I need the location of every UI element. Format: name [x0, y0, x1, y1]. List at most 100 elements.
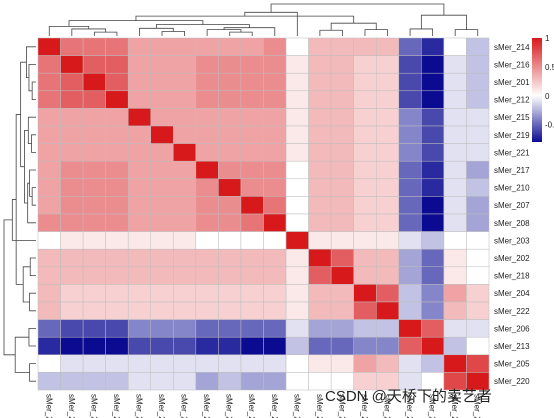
heatmap-cell — [308, 231, 332, 250]
dendrogram-branch — [139, 27, 174, 36]
heatmap-cell — [105, 284, 129, 303]
heatmap-cell — [330, 284, 354, 303]
heatmap-cell — [308, 37, 332, 56]
heatmap-cell — [150, 55, 174, 74]
heatmap-cell — [398, 108, 422, 127]
row-label: sMer_216 — [494, 60, 530, 69]
heatmap-cell — [443, 354, 467, 373]
heatmap-cell — [376, 301, 400, 320]
heatmap-cell — [127, 319, 151, 338]
heatmap-cell — [82, 336, 106, 356]
heatmap-cell — [60, 143, 84, 162]
heatmap-cell — [466, 266, 490, 285]
heatmap-cell — [398, 354, 422, 373]
heatmap-cell — [263, 284, 287, 303]
heatmap-cell — [308, 160, 332, 180]
heatmap-cell — [240, 55, 264, 74]
heatmap-cell — [466, 125, 490, 144]
heatmap-cell — [421, 248, 445, 268]
heatmap-cell — [285, 284, 309, 303]
heatmap-cell — [240, 178, 264, 197]
heatmap-cell — [37, 125, 61, 144]
row-label: sMer_202 — [494, 254, 530, 263]
heatmap-cell — [195, 108, 219, 127]
heatmap-cell — [398, 301, 422, 320]
heatmap-cell — [263, 301, 287, 320]
heatmap-cell — [330, 160, 354, 180]
heatmap-cell — [376, 178, 400, 197]
heatmap-cell — [421, 160, 445, 180]
heatmap-cell — [173, 72, 197, 92]
legend-color-bar — [532, 38, 542, 142]
heatmap-cell — [82, 372, 106, 391]
heatmap-cell — [218, 55, 242, 74]
heatmap-cell — [105, 336, 129, 356]
heatmap-cell — [150, 319, 174, 338]
heatmap-cell — [330, 37, 354, 56]
heatmap-cell — [353, 143, 377, 162]
heatmap-cell — [263, 72, 287, 92]
heatmap-cell — [195, 266, 219, 285]
heatmap-cell — [195, 37, 219, 56]
column-label: sMer_213 — [428, 394, 437, 418]
heatmap-cell — [466, 108, 490, 127]
heatmap-cell — [376, 231, 400, 250]
heatmap-cell — [105, 143, 129, 162]
heatmap-cell — [37, 160, 61, 180]
heatmap-cell — [240, 72, 264, 92]
heatmap-cell — [376, 55, 400, 74]
heatmap-cell — [173, 248, 197, 268]
row-label: sMer_208 — [494, 219, 530, 228]
heatmap-cell — [353, 37, 377, 56]
heatmap-cell — [218, 354, 242, 373]
heatmap-cell — [37, 301, 61, 320]
heatmap-cell — [82, 143, 106, 162]
heatmap-cell — [240, 231, 264, 250]
dendrogram-branch — [31, 81, 36, 100]
heatmap-cell — [308, 284, 332, 303]
heatmap-cell — [330, 213, 354, 232]
heatmap-cell — [421, 319, 445, 338]
heatmap-cell — [353, 231, 377, 250]
heatmap-cell — [218, 37, 242, 56]
dendrogram-branch — [14, 336, 30, 373]
heatmap-cell — [240, 372, 264, 391]
dendrogram-branch — [31, 187, 36, 206]
heatmap-cell — [308, 125, 332, 144]
heatmap-cell — [443, 160, 467, 180]
heatmap-cell — [127, 143, 151, 162]
column-label: sMer_214 — [44, 394, 53, 418]
column-label: sMer_206 — [405, 394, 414, 418]
heatmap-cell — [240, 196, 264, 215]
heatmap-cell — [466, 248, 490, 268]
heatmap-cell — [37, 336, 61, 356]
heatmap-cell — [285, 37, 309, 56]
heatmap-cell — [285, 336, 309, 356]
heatmap-cell — [443, 143, 467, 162]
heatmap-cell — [195, 319, 219, 338]
heatmap-cell — [240, 336, 264, 356]
heatmap-cell — [150, 336, 174, 356]
heatmap-cell — [285, 160, 309, 180]
heatmap-cell — [127, 372, 151, 391]
dendrogram-branch — [364, 29, 388, 36]
heatmap-cell — [105, 90, 129, 109]
heatmap-cell — [37, 108, 61, 127]
dendrogram-branch — [206, 29, 242, 36]
heatmap-cell — [421, 143, 445, 162]
heatmap-cell — [150, 354, 174, 373]
heatmap-cell — [285, 108, 309, 127]
heatmap-cell — [443, 125, 467, 144]
heatmap-cell — [82, 248, 106, 268]
heatmap-cell — [376, 213, 400, 232]
column-label: sMer_219 — [157, 394, 166, 418]
legend-tick-label: 1 — [545, 34, 550, 43]
heatmap-cell — [330, 143, 354, 162]
heatmap-cell — [60, 319, 84, 338]
heatmap-cell — [443, 319, 467, 338]
heatmap-cell — [353, 125, 377, 144]
heatmap-cell — [263, 196, 287, 215]
heatmap-cell — [398, 178, 422, 197]
heatmap-cell — [376, 143, 400, 162]
heatmap-cell — [37, 143, 61, 162]
